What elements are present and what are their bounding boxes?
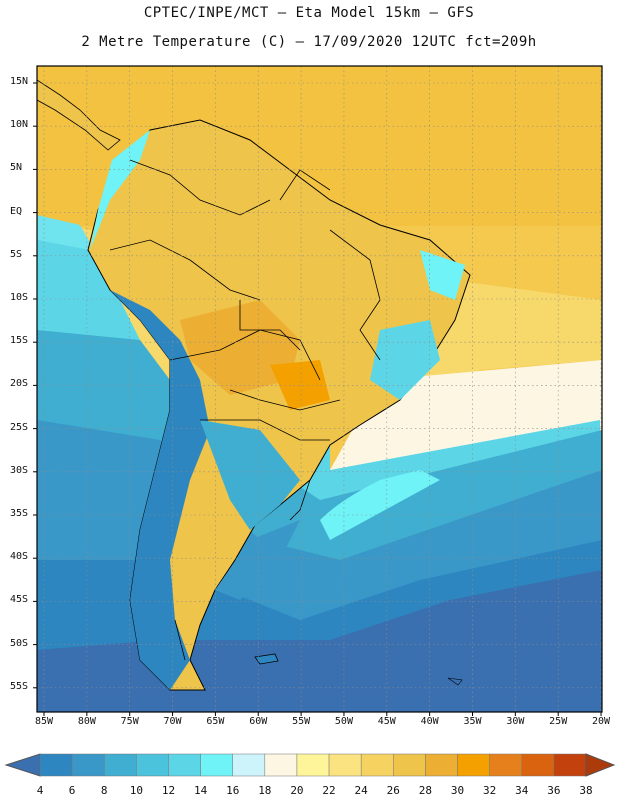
lat-label: 30S bbox=[10, 464, 29, 476]
colorbar-swatch bbox=[521, 753, 555, 777]
colorbar-label: 34 bbox=[515, 784, 529, 797]
lon-label: 65W bbox=[206, 716, 225, 727]
colorbar-label: 18 bbox=[258, 784, 272, 797]
axis-ticks bbox=[33, 82, 602, 716]
lon-label: 55W bbox=[292, 716, 311, 727]
lat-label: 50S bbox=[10, 637, 29, 649]
colorbar-high-arrow bbox=[585, 753, 616, 777]
lat-label: 5S bbox=[10, 248, 23, 260]
country-borders bbox=[109, 159, 381, 661]
title-line-2: 2 Metre Temperature (C) – 17/09/2020 12U… bbox=[81, 34, 537, 50]
colorbar-label: 24 bbox=[354, 784, 368, 797]
lat-label: 40S bbox=[10, 551, 29, 563]
cool-highlands bbox=[370, 320, 440, 400]
colorbar-swatch bbox=[168, 753, 201, 777]
lon-label: 80W bbox=[77, 716, 96, 727]
colorbar-label: 26 bbox=[386, 784, 400, 797]
colorbar-label: 10 bbox=[129, 784, 143, 797]
lat-label: EQ bbox=[10, 205, 23, 217]
colorbar-swatch bbox=[39, 753, 73, 777]
colorbar-label: 6 bbox=[68, 784, 76, 797]
colorbar-swatch bbox=[457, 753, 490, 777]
lon-label: 20W bbox=[592, 716, 611, 727]
map-field bbox=[37, 66, 602, 712]
lon-label: 70W bbox=[163, 716, 182, 727]
lon-label: 25W bbox=[549, 716, 568, 727]
lat-label: 20S bbox=[10, 378, 29, 390]
falkland-islands bbox=[254, 653, 279, 665]
lat-label: 10S bbox=[10, 292, 29, 303]
colorbar-label: 32 bbox=[483, 784, 497, 797]
colorbar-label: 30 bbox=[450, 784, 465, 797]
title-line-1: CPTEC/INPE/MCT – Eta Model 15km – GFS bbox=[143, 5, 475, 21]
colorbar-label: 12 bbox=[161, 784, 176, 797]
lat-label: 5N bbox=[10, 162, 23, 174]
colorbar-label: 20 bbox=[290, 784, 304, 797]
colorbar-swatch bbox=[360, 753, 394, 777]
lat-label: 55S bbox=[10, 680, 29, 692]
colorbar-swatch bbox=[264, 753, 298, 777]
colorbar-label: 38 bbox=[579, 784, 593, 797]
colorbar-low-arrow bbox=[4, 753, 41, 777]
lat-label: 45S bbox=[10, 594, 29, 606]
lon-label: 30W bbox=[506, 716, 525, 727]
colorbar-swatch bbox=[200, 753, 233, 777]
colorbar-swatch bbox=[489, 753, 523, 777]
colorbar-label: 8 bbox=[100, 784, 108, 797]
lon-label: 40W bbox=[420, 716, 439, 727]
lon-label: 75W bbox=[120, 716, 139, 727]
colorbar-swatch bbox=[553, 753, 587, 777]
colorbar-swatch bbox=[425, 753, 458, 777]
colorbar-swatch bbox=[328, 753, 362, 777]
map-frame bbox=[36, 65, 603, 713]
central-america-land bbox=[37, 79, 121, 151]
colorbar-swatch bbox=[103, 753, 137, 777]
lon-label: 50W bbox=[334, 716, 353, 727]
colorbar-label: 28 bbox=[418, 784, 433, 797]
colorbar-label: 22 bbox=[322, 784, 336, 797]
lat-label: 35S bbox=[10, 508, 29, 519]
colorbar-label: 16 bbox=[226, 784, 240, 797]
lat-label: 15N bbox=[10, 76, 29, 87]
lat-label: 25S bbox=[10, 421, 29, 433]
colorbar-swatch bbox=[232, 753, 266, 777]
lon-label: 35W bbox=[463, 716, 482, 727]
colorbar-label: 4 bbox=[36, 784, 44, 797]
colorbar bbox=[4, 753, 616, 777]
colorbar-swatch bbox=[136, 753, 169, 777]
colorbar-swatch bbox=[71, 753, 105, 777]
lat-label: 10N bbox=[10, 119, 29, 131]
lon-label: 60W bbox=[249, 716, 268, 727]
lon-label: 85W bbox=[34, 716, 54, 727]
colorbar-swatch bbox=[296, 753, 330, 777]
colorbar-label: 36 bbox=[547, 784, 561, 797]
colorbar-label: 14 bbox=[193, 784, 208, 797]
lon-label: 45W bbox=[377, 716, 396, 727]
south-georgia bbox=[447, 677, 463, 686]
colorbar-swatch bbox=[393, 753, 426, 777]
andes-cold-band bbox=[110, 290, 210, 690]
lat-label: 15S bbox=[10, 335, 29, 347]
hot-interior-region bbox=[180, 300, 300, 395]
